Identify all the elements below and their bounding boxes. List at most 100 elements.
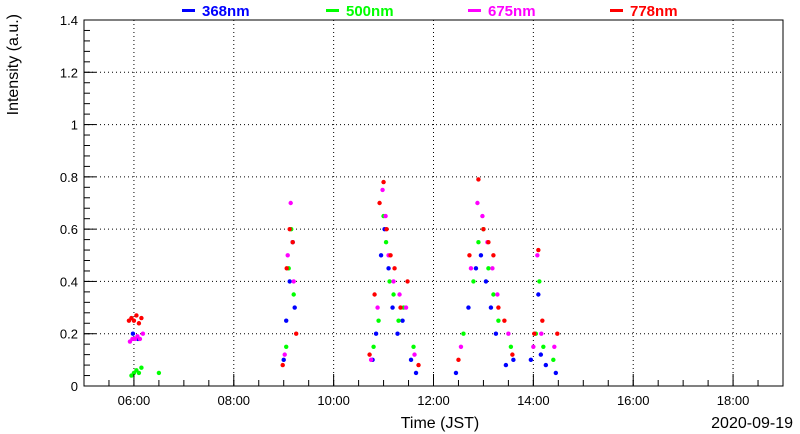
data-point-368nm <box>553 370 559 376</box>
legend: 368nm 500nm 675nm 778nm <box>182 3 678 20</box>
data-point-500nm <box>508 344 514 349</box>
legend-swatch-675nm <box>468 9 481 12</box>
data-point-675nm <box>535 253 540 258</box>
data-point-500nm <box>396 318 401 323</box>
data-point-500nm <box>136 370 142 376</box>
data-point-675nm <box>475 200 480 206</box>
data-point-500nm <box>471 279 476 284</box>
data-point-675nm <box>468 266 474 271</box>
y-tick-label: 0.8 <box>60 170 78 185</box>
data-point-675nm <box>391 279 396 284</box>
data-point-500nm <box>387 279 392 284</box>
data-point-675nm <box>375 305 380 310</box>
data-point-778nm <box>405 279 410 284</box>
grid-lines <box>84 20 783 386</box>
data-point-368nm <box>483 279 489 284</box>
x-axis-title: Time (JST) <box>401 415 480 432</box>
data-point-368nm <box>478 253 484 258</box>
data-point-500nm <box>496 318 501 323</box>
data-point-500nm <box>551 357 556 363</box>
x-tick-label: 10:00 <box>317 393 350 408</box>
data-point-675nm <box>380 187 385 193</box>
data-point-500nm <box>461 331 466 336</box>
y-tick-label: 1.4 <box>60 13 78 28</box>
data-point-778nm <box>491 253 496 258</box>
x-tick-label: 08:00 <box>218 393 251 408</box>
data-point-368nm <box>503 362 509 368</box>
data-point-675nm <box>288 200 293 206</box>
y-tick-label: 0.4 <box>60 274 78 289</box>
data-point-778nm <box>502 318 507 323</box>
data-point-368nm <box>373 331 379 336</box>
data-point-675nm <box>480 213 485 219</box>
legend-label-368nm: 368nm <box>202 3 250 20</box>
data-point-778nm <box>540 318 545 323</box>
data-point-368nm <box>536 292 541 297</box>
data-point-675nm <box>552 344 557 349</box>
data-point-778nm <box>467 253 472 258</box>
data-point-778nm <box>496 305 501 310</box>
x-tick-label: 14:00 <box>517 393 550 408</box>
data-point-368nm <box>292 305 297 310</box>
y-tick-label: 0 <box>71 379 78 394</box>
data-point-778nm <box>139 315 144 321</box>
x-tick-label: 16:00 <box>617 393 650 408</box>
data-point-675nm <box>506 331 511 336</box>
data-point-368nm <box>287 279 292 284</box>
data-point-368nm <box>493 331 499 336</box>
data-point-778nm <box>388 253 393 258</box>
axis-ticks: 0 0.2 0.4 0.6 0.8 1 1.2 1.4 06:00 08:00 10:00 12:00… <box>60 13 784 408</box>
data-point-778nm <box>381 179 386 185</box>
data-point-368nm <box>281 357 286 363</box>
data-point-500nm <box>391 292 396 297</box>
data-point-778nm <box>136 321 142 326</box>
data-point-675nm <box>285 253 290 258</box>
data-point-675nm <box>140 331 146 336</box>
data-points <box>126 177 560 378</box>
data-point-500nm <box>291 292 296 297</box>
data-point-675nm <box>539 331 544 336</box>
data-point-500nm <box>541 344 546 349</box>
y-tick-label: 0.2 <box>60 327 78 342</box>
data-point-675nm <box>368 357 374 363</box>
x-tick-label: 12:00 <box>417 393 450 408</box>
data-point-778nm <box>532 331 537 336</box>
y-axis-title: Intensity (a.u.) <box>5 14 22 115</box>
data-point-675nm <box>383 213 388 219</box>
y-tick-label: 1.2 <box>60 65 78 80</box>
data-point-778nm <box>280 362 285 368</box>
data-point-368nm <box>528 357 534 363</box>
data-point-500nm <box>537 279 542 284</box>
data-point-778nm <box>486 240 491 245</box>
data-point-778nm <box>377 200 382 206</box>
legend-label-500nm: 500nm <box>346 3 394 20</box>
data-point-368nm <box>395 331 400 336</box>
legend-swatch-368nm <box>182 9 195 12</box>
y-tick-label: 1 <box>71 118 78 133</box>
plot-frame <box>83 19 784 387</box>
data-point-368nm <box>466 305 471 310</box>
data-point-778nm <box>284 266 289 271</box>
data-point-778nm <box>290 240 295 245</box>
data-point-778nm <box>416 362 421 368</box>
data-point-368nm <box>284 318 289 323</box>
data-point-675nm <box>490 266 495 271</box>
data-point-500nm <box>156 370 162 376</box>
data-point-778nm <box>384 226 389 232</box>
data-point-778nm <box>536 247 541 253</box>
data-point-675nm <box>137 336 143 342</box>
data-point-368nm <box>538 352 544 357</box>
data-point-368nm <box>511 357 516 363</box>
data-point-500nm <box>486 266 491 271</box>
data-point-368nm <box>473 266 479 271</box>
data-point-778nm <box>134 313 139 318</box>
data-point-778nm <box>287 226 292 232</box>
legend-swatch-778nm <box>610 9 623 12</box>
data-point-778nm <box>510 352 515 357</box>
legend-swatch-500nm <box>326 9 339 12</box>
data-point-368nm <box>378 253 384 258</box>
data-point-675nm <box>495 292 500 297</box>
data-point-368nm <box>543 362 549 368</box>
data-point-778nm <box>555 331 560 336</box>
data-point-500nm <box>284 344 289 349</box>
